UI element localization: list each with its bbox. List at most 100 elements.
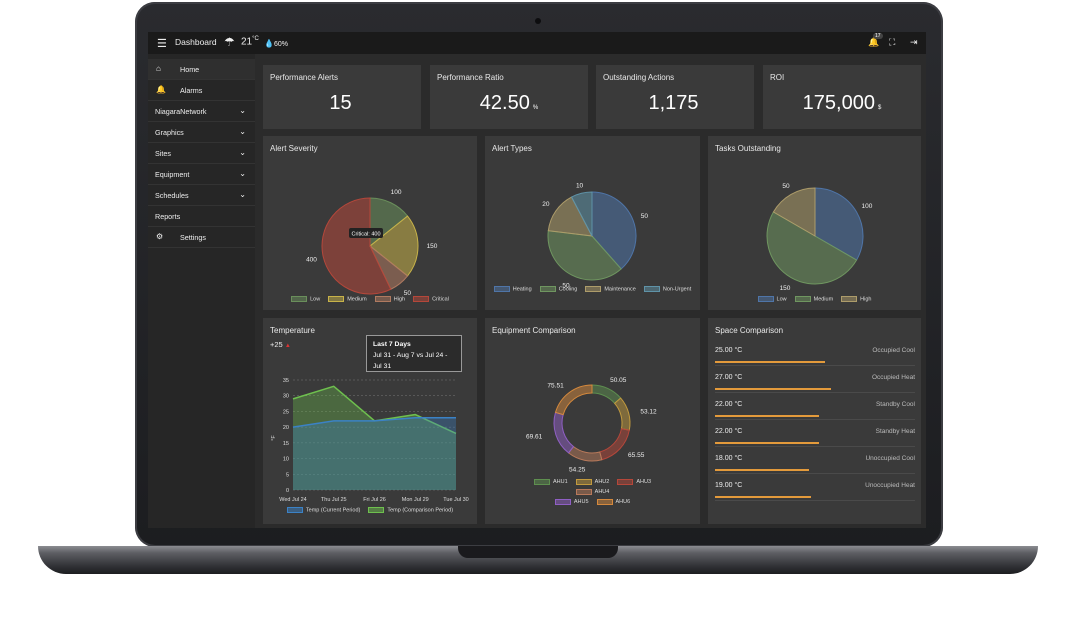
alert-types-chart[interactable]: 50 50 20 10 <box>485 136 700 310</box>
legend-item[interactable]: AHU5 <box>554 497 589 507</box>
legend-item[interactable]: AHU2 <box>575 477 609 487</box>
series-line[interactable] <box>292 416 456 428</box>
pie-slice-heating[interactable] <box>591 191 637 270</box>
legend-item[interactable]: Medium <box>794 296 833 302</box>
fullscreen-icon[interactable]: ⛶ <box>889 37 896 47</box>
chevron-down-icon: ⌄ <box>239 190 246 199</box>
legend-item[interactable]: Temp (Current Period) <box>286 507 360 513</box>
chevron-down-icon: ⌄ <box>239 127 246 136</box>
legend-swatch <box>413 296 430 302</box>
level-bar <box>715 388 831 390</box>
doughnut-segment-ahu1[interactable] <box>591 384 622 405</box>
legend-label: Non-Urgent <box>662 286 692 293</box>
pie-slice-critical[interactable] <box>321 197 392 295</box>
divider <box>715 419 915 420</box>
legend-item[interactable]: Cooling <box>539 286 577 292</box>
legend-item[interactable]: Low <box>291 296 320 302</box>
y-tick-label: 0 <box>286 488 289 494</box>
doughnut-segment-ahu6[interactable] <box>554 384 593 416</box>
legend-swatch <box>757 296 774 302</box>
rain-cloud-icon: ☂ <box>224 35 235 49</box>
chevron-down-icon: ⌄ <box>239 148 246 157</box>
space-row[interactable]: 22.00 °C Standby Heat <box>715 428 915 454</box>
legend-label: AHU1 <box>552 479 568 485</box>
bell-icon: 🔔 <box>156 85 166 94</box>
pie-slice-nonurgent[interactable] <box>570 191 593 237</box>
legend-swatch <box>539 286 556 292</box>
data-label: 150 <box>427 243 438 250</box>
logout-icon[interactable]: ⇥ <box>910 37 918 47</box>
sidebar-item-alarms[interactable]: 🔔 Alarms <box>148 80 255 101</box>
pie-slice-high[interactable] <box>772 187 816 237</box>
equipment-comparison-card: Equipment Comparison 50.05 53.12 65.55 54.2… <box>485 318 700 524</box>
legend-swatch <box>643 286 660 292</box>
sidebar-item-reports[interactable]: Reports <box>148 206 255 227</box>
pie-slice-low[interactable] <box>814 187 864 261</box>
doughnut-segment-ahu4[interactable] <box>567 445 603 462</box>
sidebar-item-graphics[interactable]: Graphics ⌄ <box>148 122 255 143</box>
temperature-delta: +25 ▲ <box>270 340 291 349</box>
space-row[interactable]: 27.00 °C Occupied Heat <box>715 374 915 400</box>
alert-severity-chart[interactable]: 100 150 50 400 Critical: 400 <box>263 136 477 310</box>
space-row[interactable]: 25.00 °C Occupied Cool <box>715 347 915 373</box>
space-value: 18.00 °C <box>715 455 743 462</box>
doughnut-segment-ahu2[interactable] <box>613 397 631 431</box>
temperature-chart[interactable]: 0 5 10 15 20 25 30 35 °F Wed Jul 24 Thu Jul 25 Fri … <box>263 318 477 524</box>
level-bar <box>715 442 819 444</box>
legend-item[interactable]: Temp (Comparison Period) <box>368 507 453 513</box>
legend-item[interactable]: Heating <box>493 286 532 292</box>
pie-slice-cooling[interactable] <box>547 230 622 281</box>
kpi-card-roi[interactable]: ROI 175,000 $ <box>763 65 921 129</box>
kpi-card-performance-alerts[interactable]: Performance Alerts 15 <box>263 65 421 129</box>
bell-icon[interactable]: 🔔 <box>868 37 880 47</box>
divider <box>715 500 915 501</box>
legend-item[interactable]: High <box>841 296 871 302</box>
legend-item[interactable]: AHU6 <box>596 497 630 507</box>
doughnut-segment-ahu3[interactable] <box>599 428 630 461</box>
date-range-tooltip: Last 7 Days Jul 31 - Aug 7 vs Jul 24 - J… <box>366 335 462 372</box>
legend-item[interactable]: Critical <box>413 296 449 302</box>
y-tick-label: 10 <box>283 457 289 463</box>
sidebar-item-settings[interactable]: ⚙ Settings <box>148 227 255 248</box>
legend-item[interactable]: Non-Urgent <box>643 286 692 293</box>
legend-label: Medium <box>347 296 367 303</box>
legend-item[interactable]: Low <box>757 296 787 302</box>
legend-item[interactable]: Maintenance <box>585 286 636 292</box>
level-bar <box>715 415 819 417</box>
equipment-comparison-chart[interactable]: 50.05 53.12 65.55 54.25 69.61 75.51 <box>485 318 700 524</box>
legend-label: High <box>860 296 872 303</box>
screen: ☰ Dashboard ☂ 21°C 💧60% 🔔 17 ⛶ ⇥ ⌂ Home … <box>148 32 926 528</box>
level-bar <box>715 469 809 471</box>
legend-swatch <box>286 507 303 513</box>
legend-item[interactable]: Medium <box>328 296 367 302</box>
y-tick-label: 30 <box>283 394 289 400</box>
x-tick-label: Wed Jul 24 <box>279 497 306 503</box>
sidebar: ⌂ Home 🔔 Alarms NiagaraNetwork ⌄ Graphic… <box>148 54 255 528</box>
chevron-down-icon: ⌄ <box>239 169 246 178</box>
space-row[interactable]: 19.00 °C Unoccupied Heat <box>715 482 915 508</box>
space-row[interactable]: 22.00 °C Standby Cool <box>715 401 915 427</box>
y-tick-label: 20 <box>283 425 289 431</box>
pie-slice-medium[interactable] <box>766 211 858 285</box>
legend-item[interactable]: AHU1 <box>533 477 568 487</box>
data-label: 65.55 <box>628 452 645 459</box>
sidebar-item-home[interactable]: ⌂ Home <box>148 59 255 80</box>
sidebar-item-sites[interactable]: Sites ⌄ <box>148 143 255 164</box>
tasks-outstanding-legend: Low Medium High <box>708 296 921 302</box>
sidebar-item-equipment[interactable]: Equipment ⌄ <box>148 164 255 185</box>
menu-icon[interactable]: ☰ <box>157 38 167 50</box>
legend-item[interactable]: AHU3 <box>617 477 651 487</box>
pie-slice-medium[interactable] <box>369 215 419 277</box>
temperature-legend: Temp (Current Period) Temp (Comparison Pe… <box>263 507 477 513</box>
legend-item[interactable]: High <box>374 296 405 302</box>
kpi-card-outstanding-actions[interactable]: Outstanding Actions 1,175 <box>596 65 754 129</box>
divider <box>715 473 915 474</box>
space-row[interactable]: 18.00 °C Unoccupied Cool <box>715 455 915 481</box>
sidebar-item-niagaranetwork[interactable]: NiagaraNetwork ⌄ <box>148 101 255 122</box>
tasks-outstanding-chart[interactable]: 100 150 50 <box>708 136 921 310</box>
legend-item[interactable]: AHU4 <box>575 487 609 497</box>
kpi-card-performance-ratio[interactable]: Performance Ratio 42.50% <box>430 65 588 129</box>
equipment-legend: AHU1 AHU2 AHU3 AHU4 AHU5 AHU6 <box>510 477 675 507</box>
doughnut-segment-ahu5[interactable] <box>553 411 575 454</box>
sidebar-item-schedules[interactable]: Schedules ⌄ <box>148 185 255 206</box>
